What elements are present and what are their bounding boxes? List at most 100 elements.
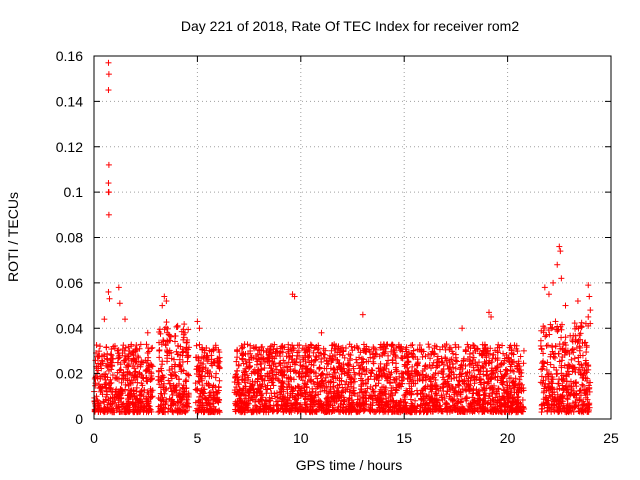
y-tick-label: 0.16 bbox=[56, 48, 83, 64]
data-point bbox=[97, 343, 104, 350]
data-point bbox=[97, 408, 104, 415]
data-point bbox=[157, 390, 164, 397]
data-point bbox=[131, 401, 138, 408]
data-point bbox=[108, 366, 115, 373]
data-point bbox=[133, 395, 140, 402]
data-point bbox=[165, 377, 172, 384]
data-point bbox=[128, 343, 135, 350]
data-point bbox=[181, 388, 188, 395]
data-point bbox=[118, 394, 125, 401]
data-point bbox=[97, 361, 104, 368]
data-point bbox=[120, 357, 127, 364]
data-point bbox=[166, 380, 173, 387]
data-point bbox=[183, 402, 190, 409]
data-point bbox=[95, 400, 102, 407]
data-point bbox=[115, 347, 122, 354]
data-point bbox=[114, 376, 121, 383]
data-point bbox=[134, 353, 141, 360]
y-tick-label: 0 bbox=[75, 411, 83, 427]
data-point bbox=[179, 352, 186, 359]
chart-title: Day 221 of 2018, Rate Of TEC Index for r… bbox=[181, 18, 519, 34]
data-point bbox=[126, 387, 133, 394]
data-point bbox=[115, 401, 122, 408]
data-point bbox=[127, 388, 134, 395]
data-point bbox=[177, 363, 184, 370]
data-point bbox=[122, 344, 129, 351]
data-point bbox=[148, 345, 155, 352]
data-point bbox=[170, 409, 177, 416]
data-point bbox=[103, 355, 110, 362]
data-point bbox=[118, 408, 125, 415]
data-point bbox=[124, 400, 131, 407]
data-point bbox=[125, 361, 132, 368]
y-tick-label: 0.04 bbox=[56, 320, 83, 336]
data-point bbox=[140, 375, 147, 382]
data-point bbox=[124, 368, 131, 375]
data-point bbox=[109, 400, 116, 407]
data-point bbox=[171, 338, 178, 345]
data-point bbox=[137, 363, 144, 370]
data-point bbox=[120, 372, 127, 379]
data-marks bbox=[91, 59, 594, 416]
data-point bbox=[107, 351, 114, 358]
data-point bbox=[109, 362, 116, 369]
data-point bbox=[156, 347, 163, 354]
data-point bbox=[147, 376, 154, 383]
data-point bbox=[97, 384, 104, 391]
data-point bbox=[128, 391, 135, 398]
x-tick-label: 5 bbox=[194, 430, 202, 446]
data-point bbox=[99, 391, 106, 398]
data-point bbox=[127, 380, 134, 387]
data-point bbox=[101, 399, 108, 406]
data-point bbox=[129, 400, 136, 407]
data-point bbox=[107, 380, 114, 387]
data-point bbox=[98, 357, 105, 364]
data-point bbox=[183, 377, 190, 384]
data-point bbox=[137, 408, 144, 415]
data-point bbox=[171, 332, 178, 339]
data-point bbox=[162, 342, 169, 349]
data-point bbox=[113, 374, 120, 381]
data-point bbox=[181, 321, 188, 328]
data-point bbox=[122, 352, 129, 359]
data-point bbox=[114, 359, 121, 366]
data-point bbox=[141, 386, 148, 393]
x-tick-label: 10 bbox=[293, 430, 309, 446]
y-tick-label: 0.14 bbox=[56, 93, 83, 109]
data-point bbox=[138, 358, 145, 365]
data-point bbox=[140, 393, 147, 400]
data-point bbox=[95, 381, 102, 388]
data-point bbox=[110, 355, 117, 362]
data-point bbox=[101, 351, 108, 358]
data-point bbox=[108, 352, 115, 359]
data-point bbox=[178, 328, 185, 335]
data-point bbox=[160, 404, 167, 411]
data-point bbox=[95, 360, 102, 367]
data-point bbox=[132, 396, 139, 403]
data-point bbox=[144, 349, 151, 356]
data-point bbox=[180, 407, 187, 414]
data-point bbox=[184, 339, 191, 346]
data-point bbox=[115, 350, 122, 357]
data-point bbox=[126, 407, 133, 414]
data-point bbox=[143, 341, 150, 348]
data-point bbox=[103, 380, 110, 387]
data-point bbox=[143, 398, 150, 405]
data-point bbox=[104, 356, 111, 363]
data-point bbox=[121, 373, 128, 380]
data-point bbox=[170, 356, 177, 363]
data-point bbox=[138, 387, 145, 394]
data-point bbox=[148, 394, 155, 401]
data-point bbox=[164, 325, 171, 332]
y-tick-label: 0.1 bbox=[64, 184, 84, 200]
data-point bbox=[186, 403, 193, 410]
data-point bbox=[156, 354, 163, 361]
data-point bbox=[168, 402, 175, 409]
data-point bbox=[163, 385, 170, 392]
x-tick-label: 0 bbox=[90, 430, 98, 446]
data-point bbox=[91, 408, 98, 415]
data-point bbox=[144, 357, 151, 364]
data-point bbox=[137, 392, 144, 399]
data-point bbox=[115, 404, 122, 411]
data-point bbox=[122, 406, 129, 413]
